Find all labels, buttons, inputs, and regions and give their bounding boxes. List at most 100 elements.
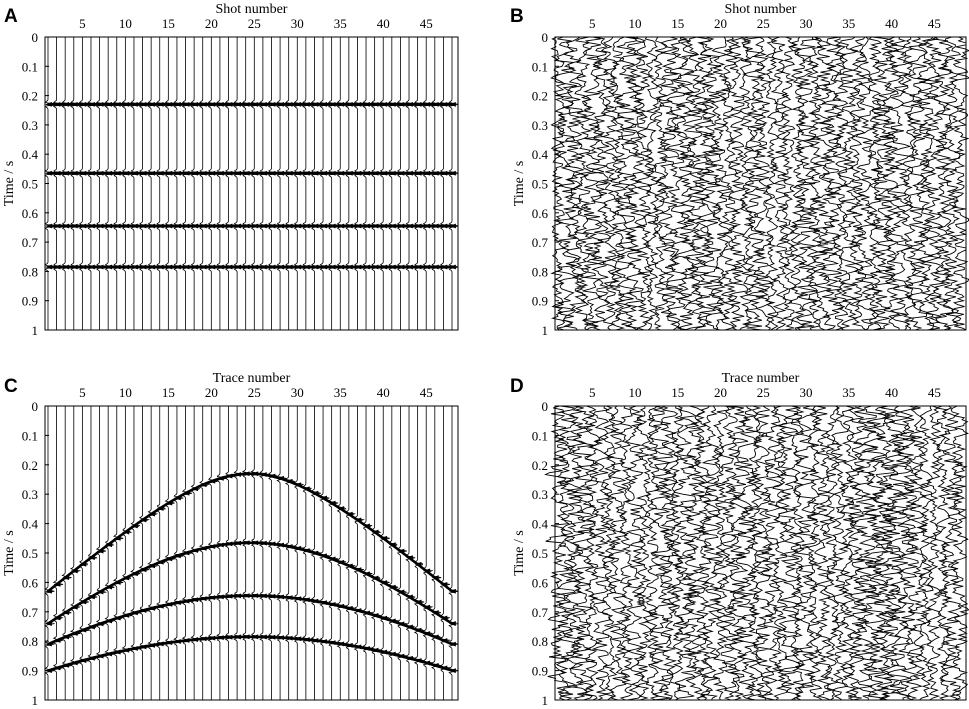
y-tick-label: 0.2 — [532, 89, 548, 104]
wavelet-lobe — [234, 593, 241, 599]
wavelet-lobe — [139, 567, 147, 573]
wavelet-lobe — [345, 511, 353, 517]
trace-14 — [156, 37, 167, 330]
wavelet-lobe — [148, 264, 156, 270]
wavelet-lobe — [285, 264, 293, 270]
wavelet-lobe — [354, 223, 362, 229]
x-tick-label: 35 — [334, 385, 347, 400]
y-tick-label: 0.1 — [22, 59, 38, 74]
wavelet-lobe — [87, 624, 95, 630]
wavelet-lobe — [122, 264, 130, 270]
y-tick-label: 0.3 — [532, 118, 548, 133]
wavelet-lobe — [448, 264, 456, 270]
y-tick-label: 1 — [542, 323, 549, 338]
wavelet-lobe — [294, 170, 302, 176]
y-tick-label: 0.9 — [532, 664, 548, 679]
wavelet-lobe — [191, 170, 198, 176]
trace-4 — [574, 36, 594, 331]
wavelet-lobe — [96, 653, 104, 659]
wavelet-lobe — [259, 472, 267, 477]
x-tick-label: 30 — [291, 16, 304, 31]
wavelet-lobe — [277, 170, 284, 176]
wavelet-lobe — [182, 598, 190, 604]
wavelet-lobe — [363, 571, 370, 577]
y-tick-label: 0.1 — [22, 428, 38, 443]
wavelet-lobe — [216, 594, 224, 600]
wavelet-lobe — [320, 639, 327, 644]
panel-letter-b: B — [510, 6, 524, 27]
wavelet-lobe — [191, 264, 198, 270]
trace-40 — [379, 406, 390, 700]
x-tick-label: 25 — [757, 16, 770, 31]
x-tick-label: 30 — [291, 385, 304, 400]
wavelet-lobe — [345, 642, 353, 648]
y-tick-label: 0.1 — [532, 59, 548, 74]
wavelet-lobe — [105, 101, 113, 107]
wavelet-lobe — [53, 264, 61, 270]
trace-25 — [250, 406, 261, 700]
wavelet-lobe — [139, 517, 147, 523]
wavelet-lobe — [328, 264, 336, 270]
wavelet-lobe — [448, 621, 456, 626]
wavelet-lobe — [302, 170, 310, 176]
wavelet-lobe — [53, 638, 61, 643]
wavelet-lobe — [406, 555, 413, 561]
panel-a: A Shot number Time / s 5 10 15 20 25 30 35 40 45 0 0.… — [2, 2, 459, 338]
trace-44 — [918, 405, 934, 701]
trace-16 — [673, 36, 700, 331]
y-tick-label: 1 — [32, 693, 39, 708]
wavelet-lobe — [251, 634, 259, 640]
wavelet-lobe — [182, 638, 190, 643]
trace-38 — [362, 37, 373, 330]
trace-44 — [916, 36, 936, 331]
trace-15 — [164, 406, 175, 700]
wavelet-lobe — [208, 478, 216, 484]
trace-8 — [104, 406, 116, 700]
wavelet-lobe — [448, 223, 456, 229]
trace-39 — [370, 406, 382, 700]
wavelet-lobe — [87, 555, 95, 561]
trace-14 — [656, 36, 681, 331]
wavelet-lobe — [173, 101, 181, 107]
trace-18 — [690, 36, 717, 331]
wavelet-lobe — [234, 264, 241, 270]
wavelet-lobe — [414, 223, 422, 229]
wavelet-lobe — [148, 511, 156, 517]
trace-13 — [147, 37, 158, 330]
wavelet-lobe — [354, 608, 362, 613]
y-tick-label: 0.5 — [532, 177, 548, 192]
y-tick-label: 0 — [542, 399, 549, 414]
trace-46 — [430, 406, 442, 700]
wavelet-lobe — [87, 594, 95, 600]
x-tick-label: 40 — [377, 16, 390, 31]
wavelet-lobe — [423, 568, 431, 574]
wavelet-lobe — [388, 264, 396, 270]
trace-34 — [830, 405, 849, 701]
traces — [544, 405, 969, 701]
wavelet-lobe — [208, 223, 216, 229]
trace-13 — [147, 406, 159, 700]
wavelet-lobe — [423, 631, 431, 636]
wavelet-lobe — [406, 594, 413, 600]
trace-8 — [104, 37, 115, 330]
trace-23 — [738, 36, 755, 331]
wavelet-lobe — [44, 641, 52, 647]
wavelet-lobe — [62, 264, 70, 270]
wavelet-lobe — [414, 561, 422, 567]
x-tick-label: 20 — [205, 385, 218, 400]
trace-22 — [224, 406, 236, 700]
wavelet-lobe — [302, 486, 310, 492]
trace-10 — [623, 405, 647, 701]
wavelet-lobe — [96, 264, 104, 270]
wavelet-lobe — [414, 599, 422, 605]
trace-21 — [720, 36, 739, 331]
wavelet-lobe — [397, 223, 405, 229]
wavelet-lobe — [130, 523, 138, 529]
x-tick-label: 25 — [757, 385, 770, 400]
wavelet-lobe — [122, 647, 130, 653]
wavelet-lobe — [62, 223, 70, 229]
wavelet-lobe — [259, 223, 267, 229]
trace-36 — [845, 405, 869, 701]
trace-8 — [609, 36, 627, 331]
